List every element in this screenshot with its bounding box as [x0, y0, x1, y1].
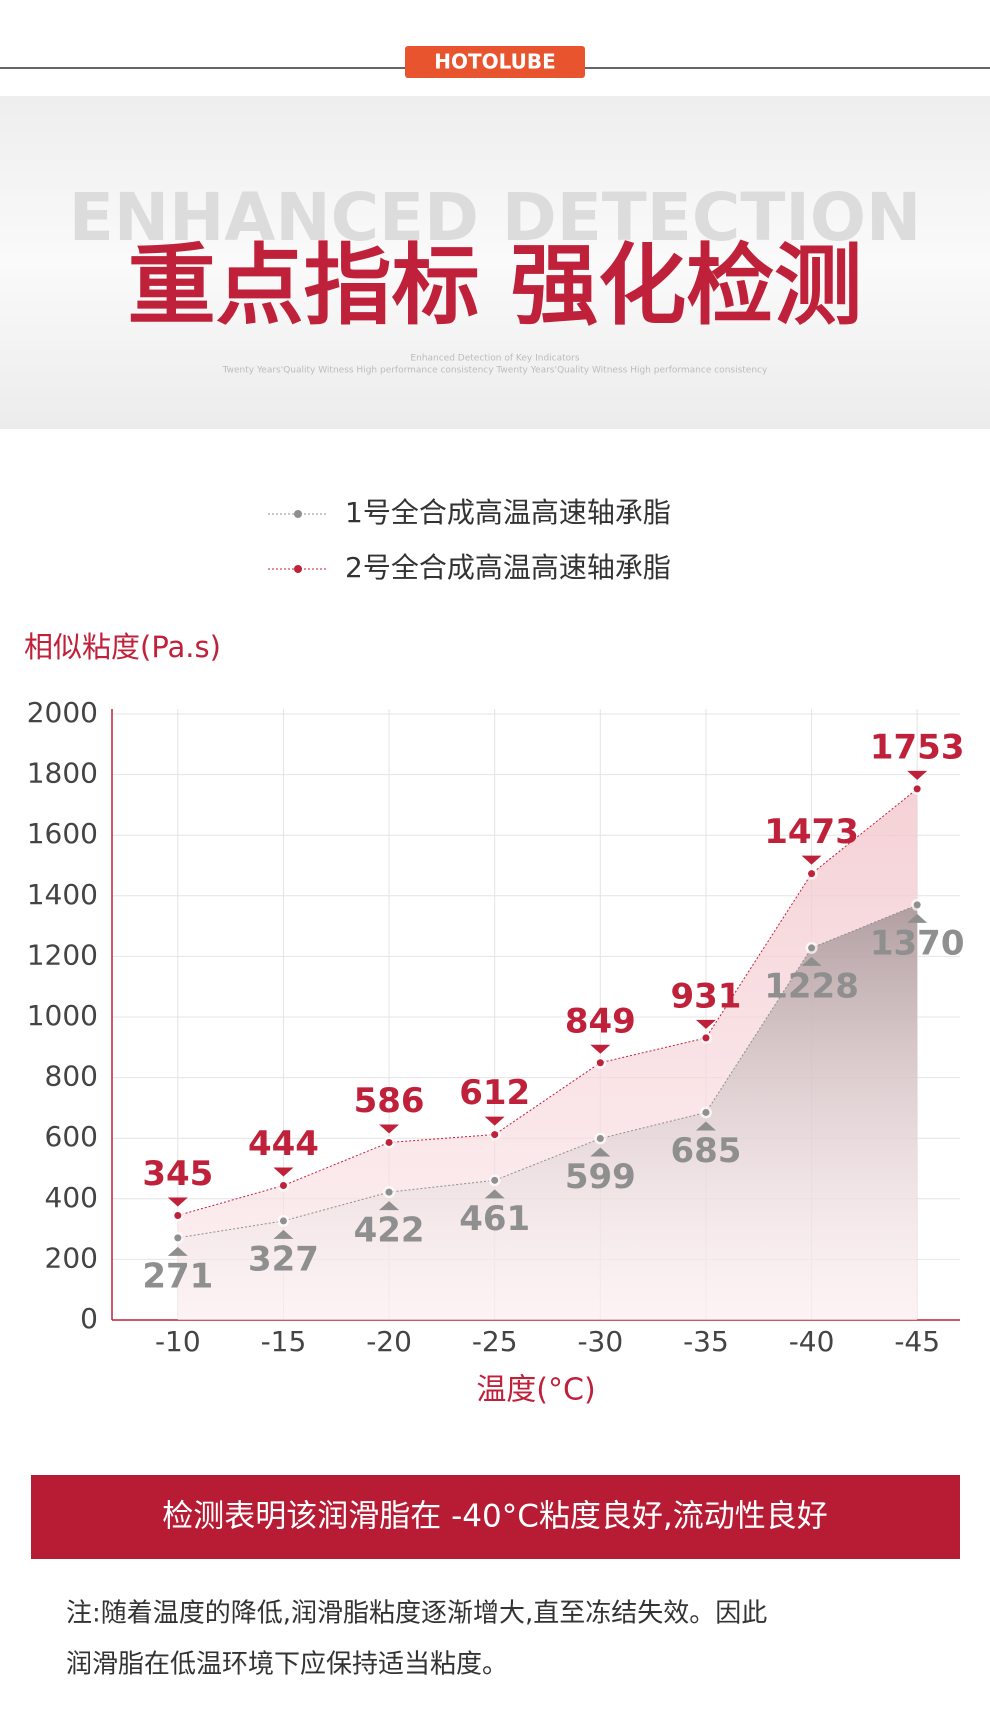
y-tick-label: 0 — [80, 1302, 98, 1335]
label-pointer — [590, 1147, 611, 1157]
x-tick-label: -45 — [894, 1325, 940, 1358]
label-pointer — [695, 1121, 716, 1131]
y-tick-label: 800 — [45, 1060, 98, 1093]
banner-title: 重点指标 强化检测 — [128, 234, 863, 337]
x-tick-label: -30 — [577, 1325, 623, 1358]
point — [913, 785, 921, 793]
point — [702, 1034, 710, 1042]
label-pointer — [801, 956, 822, 966]
label-pointer — [379, 1124, 400, 1134]
data-label: 327 — [248, 1239, 319, 1279]
y-tick-label: 1200 — [27, 938, 98, 971]
banner — [0, 96, 990, 429]
data-label: 931 — [670, 976, 741, 1016]
data-label: 685 — [670, 1131, 741, 1171]
label-pointer — [801, 855, 822, 865]
y-tick-label: 400 — [45, 1181, 98, 1214]
point — [279, 1181, 287, 1189]
y-tick-label: 1400 — [27, 878, 98, 911]
banner-background-text: ENHANCED DETECTION — [69, 179, 922, 256]
x-tick-label: -15 — [261, 1325, 307, 1358]
point — [913, 901, 921, 909]
conclusion: 检测表明该润滑脂在 -40°C粘度良好,流动性良好 — [162, 1499, 827, 1535]
note-line: 注:随着温度的降低,润滑脂粘度逐渐增大,直至冻结失效。因此 — [66, 1599, 767, 1629]
note-line: 润滑脂在低温环境下应保持适当粘度。 — [66, 1650, 508, 1680]
point — [385, 1138, 393, 1146]
data-label: 1473 — [764, 812, 859, 852]
y-tick-label: 1600 — [27, 817, 98, 850]
y-tick-label: 2000 — [27, 696, 98, 729]
point — [174, 1211, 182, 1219]
legend-marker — [294, 510, 302, 518]
label-pointer — [167, 1246, 188, 1256]
point — [702, 1108, 710, 1116]
point — [596, 1135, 604, 1143]
x-tick-label: -40 — [789, 1325, 835, 1358]
data-label: 461 — [459, 1199, 530, 1239]
data-label: 599 — [565, 1157, 636, 1197]
point — [596, 1059, 604, 1067]
banner-subtitle: Enhanced Detection of Key Indicators — [410, 354, 579, 364]
y-tick-label: 1000 — [27, 999, 98, 1032]
legend-marker — [294, 565, 302, 573]
data-label: 1370 — [870, 923, 965, 963]
point — [279, 1217, 287, 1225]
label-pointer — [484, 1116, 505, 1126]
legend-label: 1号全合成高温高速轴承脂 — [345, 496, 671, 529]
label-pointer — [590, 1044, 611, 1054]
area — [177, 904, 918, 1320]
line — [177, 904, 918, 1239]
point — [491, 1176, 499, 1184]
label-pointer — [907, 913, 928, 923]
label-pointer — [273, 1167, 294, 1177]
label-pointer — [167, 1197, 188, 1207]
x-tick-label: -10 — [155, 1325, 201, 1358]
point — [808, 870, 816, 878]
data-label: 1228 — [764, 966, 859, 1006]
data-label: 444 — [248, 1124, 319, 1164]
x-tick-label: -25 — [472, 1325, 518, 1358]
conclusion-bar — [31, 1475, 960, 1559]
point — [385, 1188, 393, 1196]
label-pointer — [907, 770, 928, 780]
data-label: 1753 — [870, 727, 965, 767]
data-label: 612 — [459, 1073, 530, 1113]
y-tick-label: 200 — [45, 1241, 98, 1274]
point — [808, 944, 816, 952]
x-axis-label: 温度(°C) — [476, 1373, 595, 1408]
label-pointer — [695, 1019, 716, 1029]
point — [174, 1234, 182, 1242]
data-label: 345 — [142, 1154, 213, 1194]
label-pointer — [484, 1189, 505, 1199]
x-tick-label: -20 — [366, 1325, 412, 1358]
y-tick-label: 600 — [45, 1120, 98, 1153]
brand: HOTOLUBE — [434, 50, 556, 74]
data-label: 586 — [354, 1081, 425, 1121]
y-tick-label: 1800 — [27, 757, 98, 790]
y-axis-label: 相似粘度(Pa.s) — [24, 630, 221, 664]
banner-tagline: Twenty Years'Quality Witness High perfor… — [222, 366, 768, 376]
label-pointer — [273, 1229, 294, 1239]
data-label: 271 — [142, 1256, 213, 1296]
line — [177, 788, 918, 1216]
label-pointer — [379, 1201, 400, 1211]
data-label: 849 — [565, 1001, 636, 1041]
legend-label: 2号全合成高温高速轴承脂 — [345, 551, 671, 584]
data-label: 422 — [354, 1211, 425, 1251]
brand-badge — [405, 46, 585, 78]
point — [491, 1131, 499, 1139]
x-tick-label: -35 — [683, 1325, 729, 1358]
